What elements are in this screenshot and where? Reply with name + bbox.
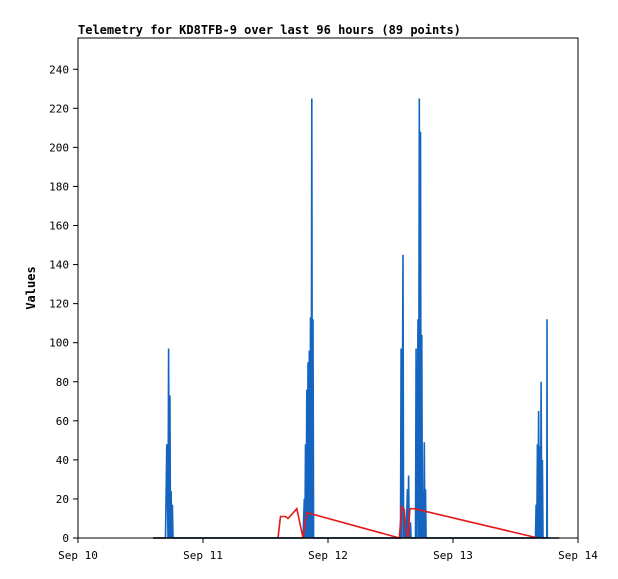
series-group [153,98,560,540]
y-tick-label: 0 [62,532,69,545]
y-tick-label: 140 [49,259,69,272]
y-tick-label: 60 [56,415,69,428]
x-tick-label: Sep 13 [433,549,473,562]
x-tick-label: Sep 10 [58,549,98,562]
y-tick-label: 160 [49,220,69,233]
y-tick-label: 80 [56,376,69,389]
plot-frame [77,37,579,539]
plot-area [77,37,579,539]
x-tick-label: Sep 12 [308,549,348,562]
y-tick-label: 40 [56,454,69,467]
chart-title: Telemetry for KD8TFB-9 over last 96 hour… [78,23,461,37]
series-line-0 [153,98,549,539]
y-tick-label: 240 [49,63,69,76]
y-axis-ticks: 0 20 40 60 80 100 120 140 160 180 200 220 240 [49,63,78,545]
x-tick-label: Sep 11 [183,549,223,562]
y-tick-label: 200 [49,141,69,154]
y-tick-label: 20 [56,493,69,506]
y-tick-label: 100 [49,337,69,350]
x-tick-label: Sep 14 [558,549,598,562]
y-tick-label: 220 [49,102,69,115]
y-tick-label: 120 [49,298,69,311]
y-axis-label: Values [24,266,38,309]
x-axis-ticks: Sep 10 Sep 11 Sep 12 Sep 13 Sep 14 [58,538,598,562]
y-tick-label: 180 [49,180,69,193]
